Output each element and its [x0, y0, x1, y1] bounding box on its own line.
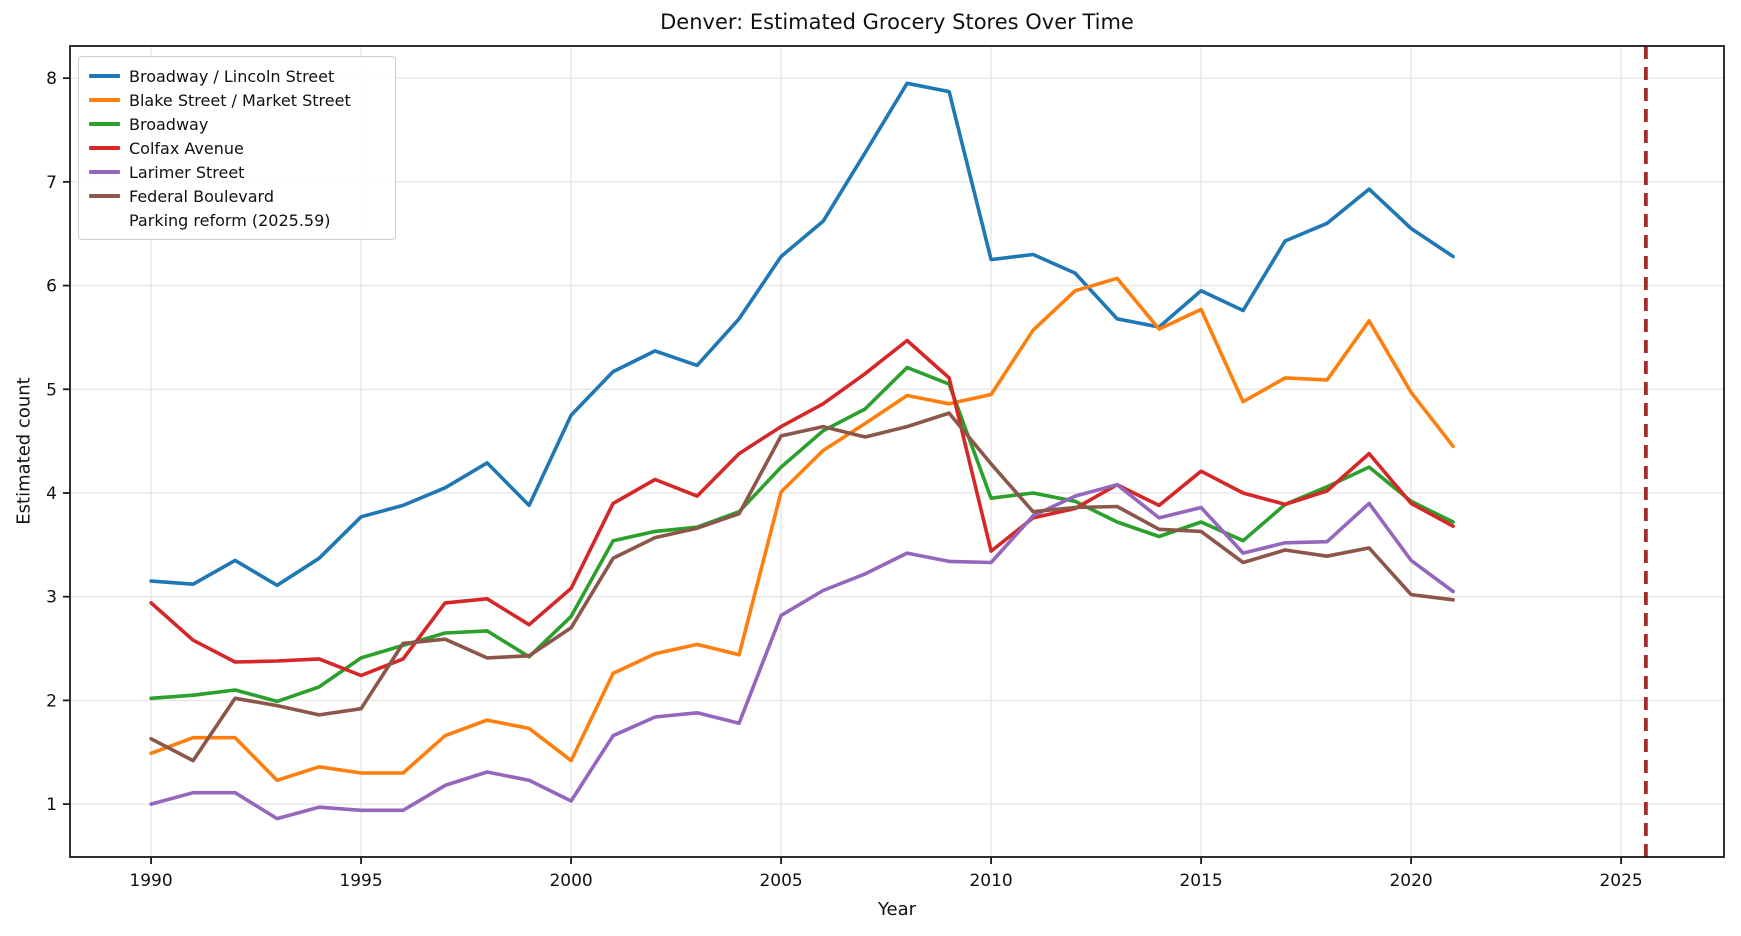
legend-item-federal-boulevard: Federal Boulevard: [89, 184, 385, 208]
y-tick-label: 1: [46, 795, 57, 815]
plot-spines: [69, 45, 1725, 858]
chart-title: Denver: Estimated Grocery Stores Over Ti…: [660, 10, 1134, 34]
y-tick-label: 2: [46, 691, 57, 711]
y-tick-label: 5: [46, 380, 57, 400]
legend-item-larimer-street: Larimer Street: [89, 160, 385, 184]
series-line-blake-street-market-street: [149, 276, 1455, 783]
legend-line-swatch: [89, 122, 120, 126]
legend-item-colfax-avenue: Colfax Avenue: [89, 136, 385, 160]
legend-label: Broadway: [129, 114, 209, 134]
x-tick-labels: 1990 1995 2000 2005 2010 2015 2020 2025: [129, 871, 1642, 891]
legend-label: Larimer Street: [129, 162, 245, 182]
legend-line-swatch: [89, 170, 120, 174]
series-line-larimer-street: [149, 482, 1455, 821]
y-tick-label: 6: [46, 277, 57, 297]
y-tick-label: 4: [46, 484, 57, 504]
series-line-broadway: [149, 365, 1455, 704]
legend: Broadway / Lincoln Street Blake Street / …: [78, 56, 396, 240]
legend-item-broadway: Broadway: [89, 112, 385, 136]
legend-line-swatch: [89, 194, 120, 198]
legend-line-swatch: [89, 146, 120, 150]
x-tick-label: 2025: [1599, 871, 1642, 891]
legend-line-swatch: [89, 98, 120, 102]
legend-item-blake-street-market-street: Blake Street / Market Street: [89, 88, 385, 112]
legend-item-broadway-lincoln-street: Broadway / Lincoln Street: [89, 64, 385, 88]
x-axis-label: Year: [877, 899, 917, 920]
legend-line-swatch: [89, 218, 120, 222]
tick-marks: [63, 77, 1622, 864]
series-line-colfax-avenue: [149, 338, 1455, 678]
x-tick-label: 2010: [969, 871, 1012, 891]
legend-line-swatch: [89, 74, 120, 78]
legend-label: Blake Street / Market Street: [129, 90, 351, 110]
x-tick-label: 2015: [1179, 871, 1222, 891]
x-tick-label: 1990: [129, 871, 172, 891]
legend-label: Federal Boulevard: [129, 186, 275, 206]
y-axis-label: Estimated count: [13, 377, 35, 525]
y-tick-label: 3: [46, 588, 57, 608]
legend-label: Broadway / Lincoln Street: [129, 66, 335, 86]
y-tick-label: 7: [46, 173, 57, 193]
series-line-broadway-lincoln-street: [149, 81, 1455, 588]
legend-label: Parking reform (2025.59): [129, 210, 331, 230]
legend-label: Colfax Avenue: [129, 138, 244, 158]
x-tick-label: 2020: [1389, 871, 1432, 891]
x-tick-label: 1995: [339, 871, 382, 891]
y-tick-label: 8: [46, 69, 57, 89]
y-tick-labels: 1 2 3 4 5 6 7 8: [46, 69, 57, 815]
series-line-federal-boulevard: [149, 411, 1455, 763]
x-tick-label: 2005: [759, 871, 802, 891]
x-tick-label: 2000: [549, 871, 592, 891]
gridlines: [70, 46, 1724, 857]
legend-item-parking-reform-2025-59: Parking reform (2025.59): [89, 208, 385, 232]
